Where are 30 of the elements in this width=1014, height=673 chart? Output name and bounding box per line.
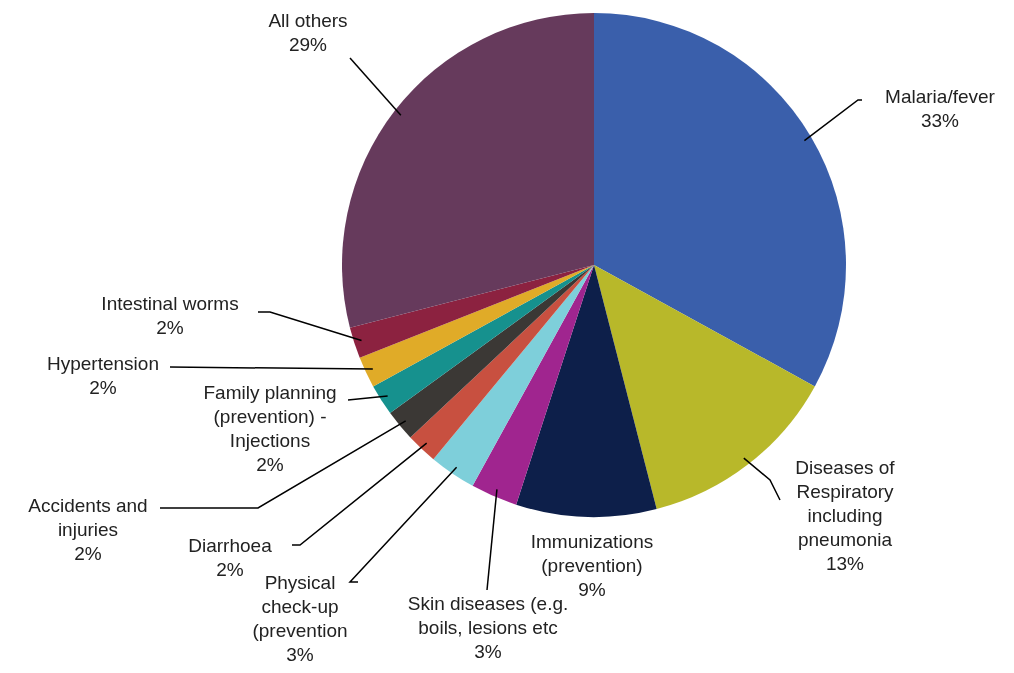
pie-slice <box>433 265 594 486</box>
slice-label: Immunizations (prevention) <box>530 531 654 576</box>
data-label: 29% <box>288 34 328 55</box>
slice-label: Diarrhoea <box>188 535 273 556</box>
pie-slice <box>472 265 594 505</box>
pie-slice <box>349 265 594 358</box>
data-label: 2% <box>156 317 184 338</box>
slice-label: Skin diseases (e.g. boils, lesions etc <box>407 593 569 638</box>
data-label: 3% <box>474 641 502 662</box>
data-label: 2% <box>256 454 284 475</box>
data-label: 33% <box>920 110 960 131</box>
data-label: 2% <box>89 377 117 398</box>
data-label: 3% <box>286 644 314 665</box>
slice-label: Hypertension <box>47 353 159 374</box>
slice-label: All others <box>268 10 348 31</box>
pie-slice <box>359 265 594 387</box>
pie-slice <box>516 265 657 517</box>
slice-label: Accidents and injuries <box>28 495 148 540</box>
slice-label: Intestinal worms <box>101 293 239 314</box>
pie-slice <box>410 265 594 460</box>
data-label: 2% <box>216 559 244 580</box>
pie-slice <box>594 13 846 387</box>
slice-label: Physical check-up (prevention <box>252 572 348 641</box>
slice-label: Family planning (prevention) - Injections <box>203 382 337 451</box>
pie-slice <box>373 265 594 414</box>
slice-label: Malaria/fever <box>885 86 996 107</box>
slice-label: Diseases of Respiratory including pneumonia <box>795 457 896 550</box>
data-label: 9% <box>578 579 606 600</box>
data-label: 13% <box>825 553 865 574</box>
data-label: 2% <box>74 543 102 564</box>
